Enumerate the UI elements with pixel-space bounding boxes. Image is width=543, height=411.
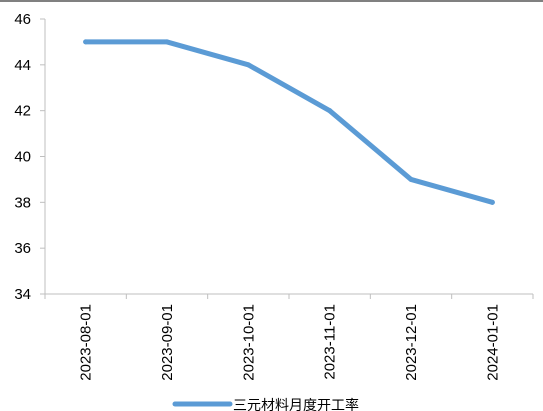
x-tick-label: 2023-11-01	[322, 304, 339, 380]
x-axis: 2023-08-01 2023-09-01 2023-10-01 2023-11-01…	[44, 293, 534, 381]
x-tick-label: 2023-12-01	[403, 304, 420, 381]
series-group	[83, 39, 495, 205]
data-point	[327, 108, 333, 114]
data-point	[245, 62, 251, 68]
x-tick-label: 2024-01-01	[484, 304, 501, 381]
legend-label: 三元材料月度开工率	[233, 397, 359, 411]
y-tick-label: 40	[14, 149, 31, 166]
x-tick-label: 2023-10-01	[240, 304, 257, 381]
x-tick-label: 2023-09-01	[159, 304, 176, 381]
data-point	[164, 39, 170, 45]
y-axis: 34 36 38 40 42 44 46	[14, 11, 46, 303]
data-point	[83, 39, 89, 45]
data-point	[408, 176, 414, 182]
y-tick-label: 42	[14, 103, 31, 120]
x-tick-label: 2023-08-01	[78, 304, 95, 381]
y-tick-label: 46	[14, 11, 31, 28]
y-tick-label: 36	[14, 240, 31, 257]
series-line	[83, 39, 495, 205]
legend: 三元材料月度开工率	[172, 397, 359, 411]
y-tick-label: 34	[14, 286, 31, 303]
y-tick-label: 38	[14, 194, 31, 211]
data-point	[489, 199, 495, 205]
y-tick-label: 44	[14, 57, 31, 74]
